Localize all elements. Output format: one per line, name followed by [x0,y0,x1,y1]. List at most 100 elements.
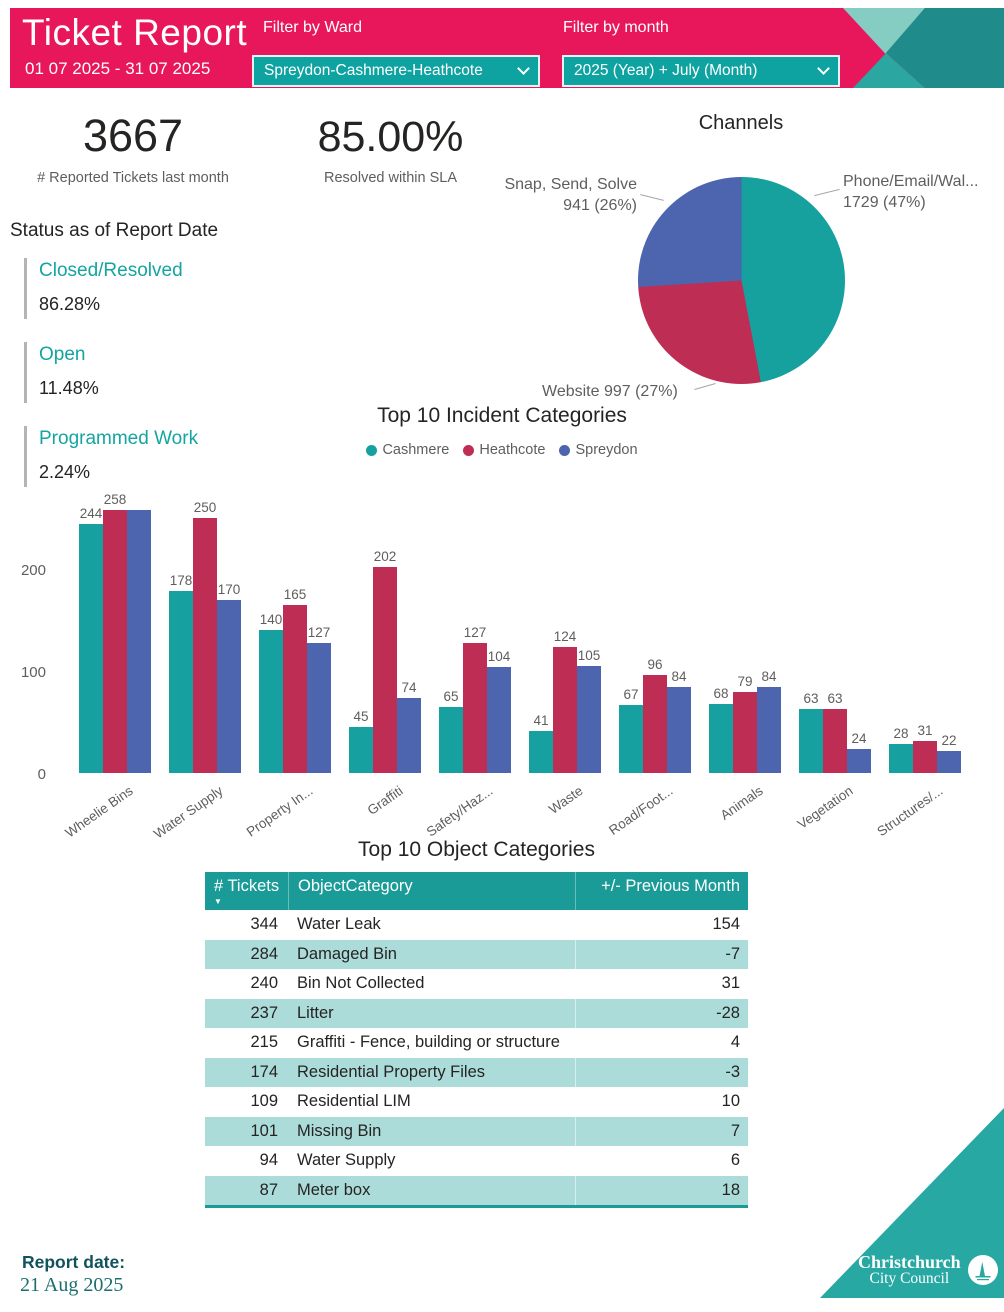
table-row[interactable]: 215 Graffiti - Fence, building or structu… [205,1028,748,1058]
bar-group-1: 244 258 [79,490,151,773]
legend-item-spreydon[interactable]: Spreydon [559,442,638,458]
bar-value-label: 74 [401,680,417,695]
bar-spreydon[interactable] [127,510,151,773]
bar-cashmere[interactable] [169,591,193,773]
bar-cashmere[interactable] [799,709,823,773]
bar-cashmere[interactable] [709,704,733,773]
bar-heathcote[interactable] [643,675,667,773]
incident-chart-title: Top 10 Incident Categories [377,404,627,427]
bar-heathcote[interactable] [103,510,127,773]
bar-value-label: 65 [443,689,459,704]
bar-cashmere[interactable] [349,727,373,773]
bar-column: 178 [169,490,193,773]
status-value: 2.24% [39,462,91,482]
month-filter-dropdown[interactable]: 2025 (Year) + July (Month) [562,55,840,87]
pie-slice-label: Snap, Send, Solve 941 (26%) [504,176,637,214]
bar-heathcote[interactable] [823,709,847,773]
bar-cashmere[interactable] [259,630,283,773]
bar-column: 67 [619,490,643,773]
ward-filter-dropdown[interactable]: Spreydon-Cashmere-Heathcote [252,55,540,87]
table-row[interactable]: 237 Litter -28 [205,998,748,1028]
bar-spreydon[interactable] [667,687,691,773]
bar-heathcote[interactable] [373,567,397,773]
bar-spreydon[interactable] [847,749,871,773]
logo-line2: City Council [869,1270,950,1287]
bar-heathcote[interactable] [463,643,487,773]
bar-value-label: 63 [827,691,843,706]
incident-bar-plot: 0 100 200 244 258 Wheelie Bins 178 250 170 Water … [10,490,995,841]
bar-column: 74 [397,490,421,773]
cell-delta: 6 [575,1146,748,1176]
bar-cashmere[interactable] [79,524,103,773]
table-row[interactable]: 240 Bin Not Collected 31 [205,969,748,999]
cell-tickets: 284 [250,944,278,963]
legend-item-heathcote[interactable]: Heathcote [463,442,545,458]
kpi-sla-value: 85.00% [317,113,464,161]
report-period: 01 07 2025 - 31 07 2025 [25,59,211,78]
cell-category: Litter [297,1003,334,1022]
cell-delta: 10 [575,1087,748,1117]
bar-heathcote[interactable] [553,647,577,773]
legend-label: Spreydon [575,442,638,458]
status-card-open: Open 11.48% [24,342,99,403]
ward-filter-value: Spreydon-Cashmere-Heathcote [264,62,483,79]
bar-group-4: 45 202 74 [349,490,421,773]
bar-column: 79 [733,490,757,773]
cell-delta: -28 [575,998,748,1028]
bar-column: 31 [913,490,937,773]
header-band: Ticket Report 01 07 2025 - 31 07 2025 Fi… [10,8,1004,88]
column-header-tickets[interactable]: # Tickets ▼ [214,877,280,906]
cell-tickets: 101 [250,1121,278,1140]
bar-cashmere[interactable] [889,744,913,773]
bar-spreydon[interactable] [577,666,601,773]
column-header-category[interactable]: ObjectCategory [288,872,575,910]
bar-value-label: 84 [671,669,687,684]
pie-slice-label: Website 997 (27%) [542,383,678,400]
table-row[interactable]: 87 Meter box 18 [205,1175,748,1205]
bar-heathcote[interactable] [193,518,217,773]
table-row[interactable]: 284 Damaged Bin -7 [205,939,748,969]
cell-category: Bin Not Collected [297,974,425,992]
legend-item-cashmere[interactable]: Cashmere [366,442,449,458]
logo-line1: Christchurch [858,1252,961,1272]
page-title: Ticket Report [22,12,248,53]
bar-spreydon[interactable] [307,643,331,773]
table-row[interactable]: 344 Water Leak 154 [205,910,748,940]
bar-column: 22 [937,490,961,773]
pie-slice-label: Phone/Email/Wal... 1729 (47%) [843,173,979,211]
bar-column: 127 [307,490,331,773]
bar-group-5: 65 127 104 [439,490,511,773]
channels-chart-title: Channels [698,112,784,134]
bar-spreydon[interactable] [397,698,421,773]
bar-group-10: 28 31 22 [889,490,961,773]
bar-heathcote[interactable] [733,692,757,773]
channels-pie-chart[interactable] [638,177,845,384]
bar-heathcote[interactable] [283,605,307,773]
ward-filter-label: Filter by Ward [263,19,362,36]
bar-group-6: 41 124 105 [529,490,601,773]
bar-value-label: 68 [713,686,729,701]
bar-spreydon[interactable] [757,687,781,773]
bar-column: 124 [553,490,577,773]
bar-column: 65 [439,490,463,773]
kpi-reported-label: # Reported Tickets last month [37,170,229,186]
bar-spreydon[interactable] [217,600,241,773]
column-header-delta[interactable]: +/- Previous Month [575,872,748,910]
bar-heathcote[interactable] [913,741,937,773]
bar-spreydon[interactable] [937,751,961,773]
bar-spreydon[interactable] [487,667,511,773]
bar-column: 170 [217,490,241,773]
report-date-label: Report date: [22,1252,126,1272]
table-row[interactable]: 109 Residential LIM 10 [205,1087,748,1117]
cell-tickets: 237 [250,1003,278,1022]
bar-cashmere[interactable] [439,707,463,773]
cell-category: Residential Property Files [297,1062,485,1081]
table-row[interactable]: 101 Missing Bin 7 [205,1116,748,1146]
bar-value-label: 45 [353,709,369,724]
chevron-down-icon [817,62,830,75]
bar-column: 24 [847,490,871,773]
bar-cashmere[interactable] [619,705,643,773]
table-row[interactable]: 174 Residential Property Files -3 [205,1057,748,1087]
bar-cashmere[interactable] [529,731,553,773]
table-row[interactable]: 94 Water Supply 6 [205,1146,748,1176]
